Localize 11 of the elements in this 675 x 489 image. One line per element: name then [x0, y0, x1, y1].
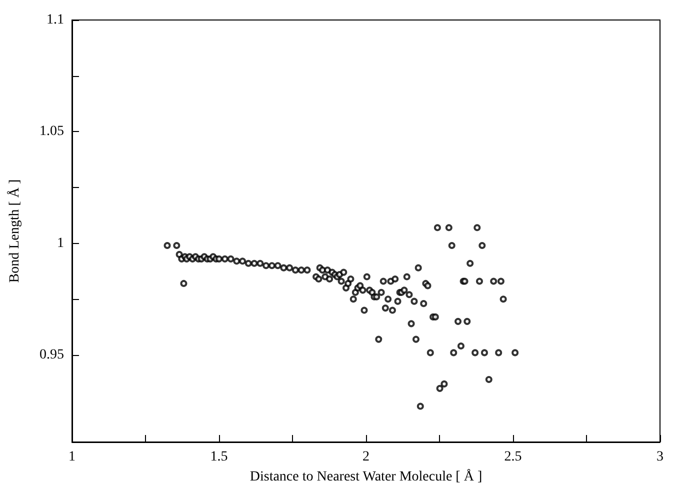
y-tick-label: 0.95: [40, 347, 64, 362]
x-tick-label: 3: [656, 450, 664, 464]
x-axis-title: Distance to Nearest Water Molecule [ Å ]: [250, 468, 482, 484]
y-axis-title: Bond Length [ Å ]: [6, 179, 22, 283]
y-tick-label: 1.1: [46, 12, 64, 28]
x-tick-label: 2: [362, 450, 370, 464]
x-tick-label: 1: [68, 450, 76, 464]
x-tick-label: 1.5: [210, 450, 228, 464]
y-tick-label: 1: [57, 236, 64, 251]
y-tick-label: 1.05: [40, 124, 64, 140]
x-tick-label: 2.5: [504, 450, 522, 464]
